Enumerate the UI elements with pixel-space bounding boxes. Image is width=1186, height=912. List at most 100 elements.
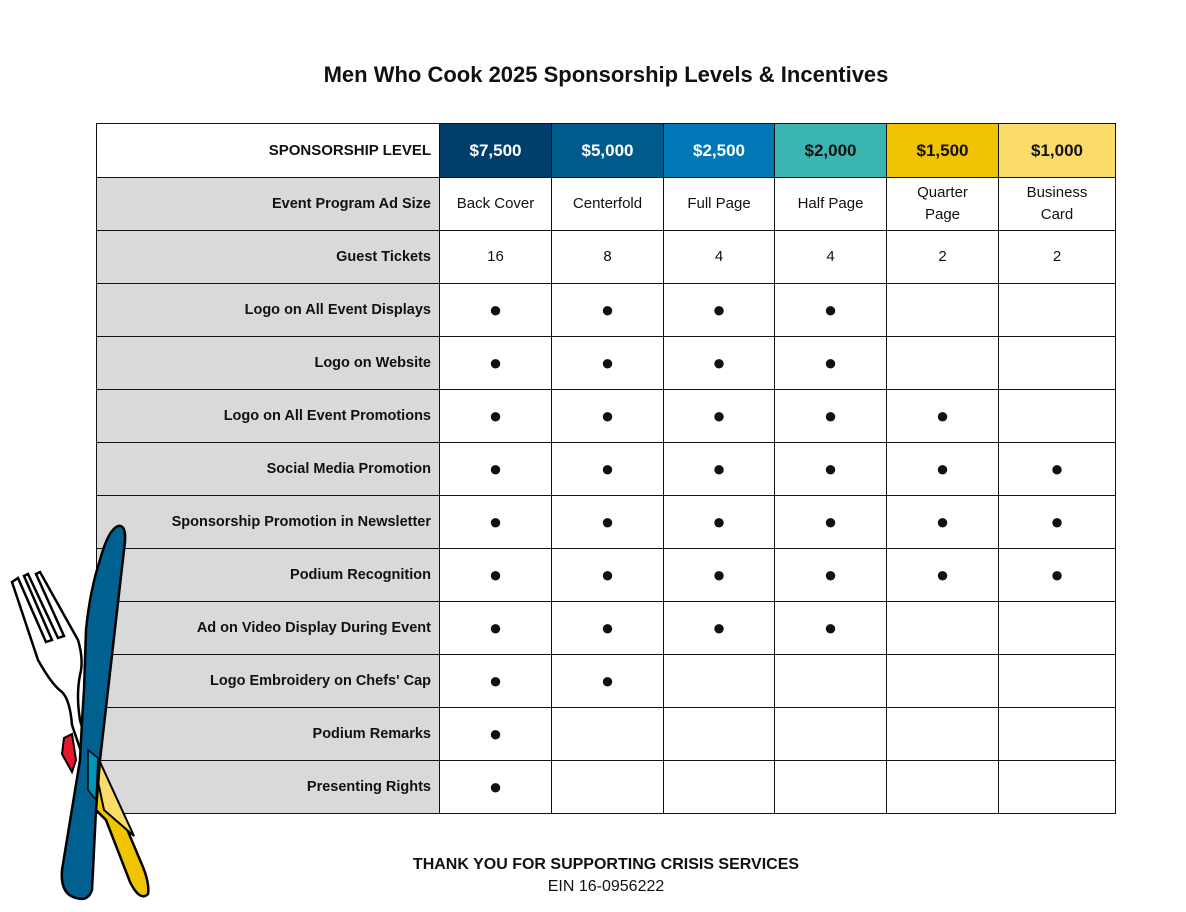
table-cell — [998, 760, 1116, 814]
table-cell — [998, 654, 1116, 708]
level-header-6: $1,000 — [998, 123, 1116, 178]
table-row: Social Media Promotion ● ● ● ● ● ● — [96, 442, 1116, 496]
table-cell: Back Cover — [439, 177, 552, 231]
included-dot: ● — [439, 548, 552, 602]
included-dot: ● — [439, 336, 552, 390]
table-cell: 4 — [774, 230, 887, 284]
table-row: Podium Recognition ● ● ● ● ● ● — [96, 548, 1116, 602]
included-dot: ● — [774, 601, 887, 655]
row-label: Logo Embroidery on Chefs' Cap — [96, 654, 440, 708]
included-dot: ● — [774, 495, 887, 549]
row-label: Social Media Promotion — [96, 442, 440, 496]
included-dot: ● — [551, 389, 664, 443]
included-dot: ● — [774, 442, 887, 496]
table-cell: 4 — [663, 230, 775, 284]
table-cell: Half Page — [774, 177, 887, 231]
level-header-2: $5,000 — [551, 123, 664, 178]
table-cell — [998, 336, 1116, 390]
included-dot: ● — [439, 601, 552, 655]
ein-text: EIN 16-0956222 — [547, 878, 665, 895]
included-dot: ● — [439, 654, 552, 708]
table-row: Logo on All Event Displays ● ● ● ● — [96, 283, 1116, 337]
included-dot: ● — [439, 495, 552, 549]
table-cell — [774, 654, 887, 708]
thank-you-text: THANK YOU FOR SUPPORTING CRISIS SERVICES — [412, 856, 800, 873]
included-dot: ● — [663, 495, 775, 549]
included-dot: ● — [439, 707, 552, 761]
included-dot: ● — [551, 336, 664, 390]
table-cell — [774, 760, 887, 814]
included-dot: ● — [551, 654, 664, 708]
included-dot: ● — [774, 389, 887, 443]
included-dot: ● — [886, 442, 999, 496]
included-dot: ● — [663, 336, 775, 390]
table-row: Logo on Website ● ● ● ● — [96, 336, 1116, 390]
included-dot: ● — [439, 283, 552, 337]
level-header-5: $1,500 — [886, 123, 999, 178]
table-cell — [998, 283, 1116, 337]
level-header-4: $2,000 — [774, 123, 887, 178]
level-header-3: $2,500 — [663, 123, 775, 178]
table-row: Sponsorship Promotion in Newsletter ● ● ● ● ●… — [96, 495, 1116, 549]
sponsorship-table: SPONSORSHIP LEVEL $7,500 $5,000 $2,500 $2,0… — [96, 123, 1116, 814]
included-dot: ● — [886, 389, 999, 443]
included-dot: ● — [663, 601, 775, 655]
included-dot: ● — [998, 548, 1116, 602]
included-dot: ● — [998, 442, 1116, 496]
included-dot: ● — [439, 389, 552, 443]
level-header-1: $7,500 — [439, 123, 552, 178]
row-label: Podium Remarks — [96, 707, 440, 761]
header-label: SPONSORSHIP LEVEL — [96, 123, 440, 178]
table-cell — [886, 336, 999, 390]
included-dot: ● — [886, 495, 999, 549]
included-dot: ● — [774, 548, 887, 602]
table-cell — [774, 707, 887, 761]
table-cell: 8 — [551, 230, 664, 284]
table-cell: 2 — [998, 230, 1116, 284]
included-dot: ● — [886, 548, 999, 602]
table-row: Podium Remarks ● — [96, 707, 1116, 761]
included-dot: ● — [774, 283, 887, 337]
included-dot: ● — [551, 442, 664, 496]
table-cell — [886, 601, 999, 655]
included-dot: ● — [663, 283, 775, 337]
table-cell — [886, 760, 999, 814]
included-dot: ● — [774, 336, 887, 390]
row-label: Logo on All Event Displays — [96, 283, 440, 337]
table-cell — [998, 707, 1116, 761]
table-cell — [998, 389, 1116, 443]
table-cell — [551, 760, 664, 814]
page-title: Men Who Cook 2025 Sponsorship Levels & I… — [323, 62, 889, 87]
table-cell: Full Page — [663, 177, 775, 231]
table-row: Logo on All Event Promotions ● ● ● ● ● — [96, 389, 1116, 443]
included-dot: ● — [439, 760, 552, 814]
included-dot: ● — [663, 389, 775, 443]
included-dot: ● — [439, 442, 552, 496]
row-label: Presenting Rights — [96, 760, 440, 814]
included-dot: ● — [551, 601, 664, 655]
table-cell — [998, 601, 1116, 655]
table-cell — [663, 654, 775, 708]
table-cell — [663, 707, 775, 761]
header-row: SPONSORSHIP LEVEL $7,500 $5,000 $2,500 $2,0… — [96, 123, 1116, 178]
table-cell: 16 — [439, 230, 552, 284]
table-row: Presenting Rights ● — [96, 760, 1116, 814]
row-label: Logo on All Event Promotions — [96, 389, 440, 443]
table-cell: Centerfold — [551, 177, 664, 231]
table-cell: Business Card — [998, 177, 1116, 231]
row-label: Sponsorship Promotion in Newsletter — [96, 495, 440, 549]
included-dot: ● — [551, 283, 664, 337]
table-cell — [663, 760, 775, 814]
table-cell — [886, 283, 999, 337]
table-cell: Quarter Page — [886, 177, 999, 231]
table-row: Ad on Video Display During Event ● ● ● ● — [96, 601, 1116, 655]
fork-and-knife-icon — [10, 524, 150, 901]
table-row: Event Program Ad Size Back Cover Centerfol… — [96, 177, 1116, 231]
row-label: Event Program Ad Size — [96, 177, 440, 231]
table-row: Logo Embroidery on Chefs' Cap ● ● — [96, 654, 1116, 708]
table-cell: 2 — [886, 230, 999, 284]
table-cell — [886, 654, 999, 708]
included-dot: ● — [551, 548, 664, 602]
table-row: Guest Tickets 16 8 4 4 2 2 — [96, 230, 1116, 284]
table-cell — [551, 707, 664, 761]
